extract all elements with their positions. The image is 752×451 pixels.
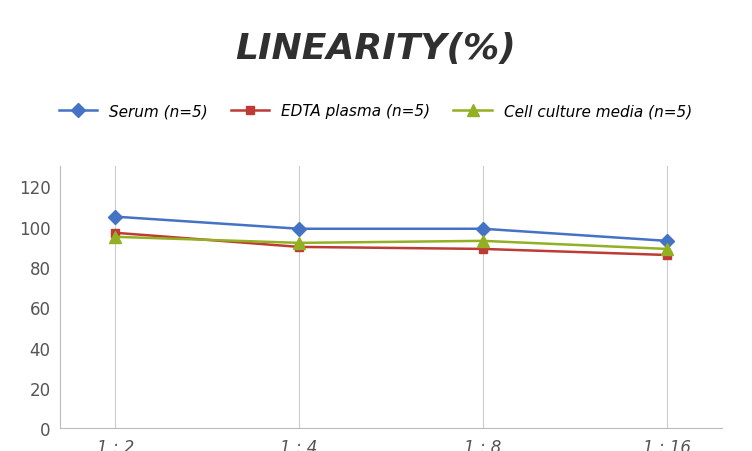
Serum (n=5): [478, 226, 487, 232]
Line: Serum (n=5): Serum (n=5): [111, 212, 672, 246]
Cell culture media (n=5): [478, 239, 487, 244]
EDTA plasma (n=5): [663, 253, 672, 258]
Cell culture media (n=5): [111, 235, 120, 240]
Serum (n=5): [663, 239, 672, 244]
Serum (n=5): [111, 215, 120, 220]
Legend: Serum (n=5), EDTA plasma (n=5), Cell culture media (n=5): Serum (n=5), EDTA plasma (n=5), Cell cul…: [53, 98, 698, 125]
EDTA plasma (n=5): [478, 247, 487, 252]
Cell culture media (n=5): [663, 247, 672, 252]
EDTA plasma (n=5): [295, 244, 304, 250]
Serum (n=5): [295, 226, 304, 232]
EDTA plasma (n=5): [111, 230, 120, 236]
Text: LINEARITY(%): LINEARITY(%): [235, 32, 517, 65]
Line: EDTA plasma (n=5): EDTA plasma (n=5): [111, 229, 671, 260]
Cell culture media (n=5): [295, 241, 304, 246]
Line: Cell culture media (n=5): Cell culture media (n=5): [110, 232, 672, 255]
